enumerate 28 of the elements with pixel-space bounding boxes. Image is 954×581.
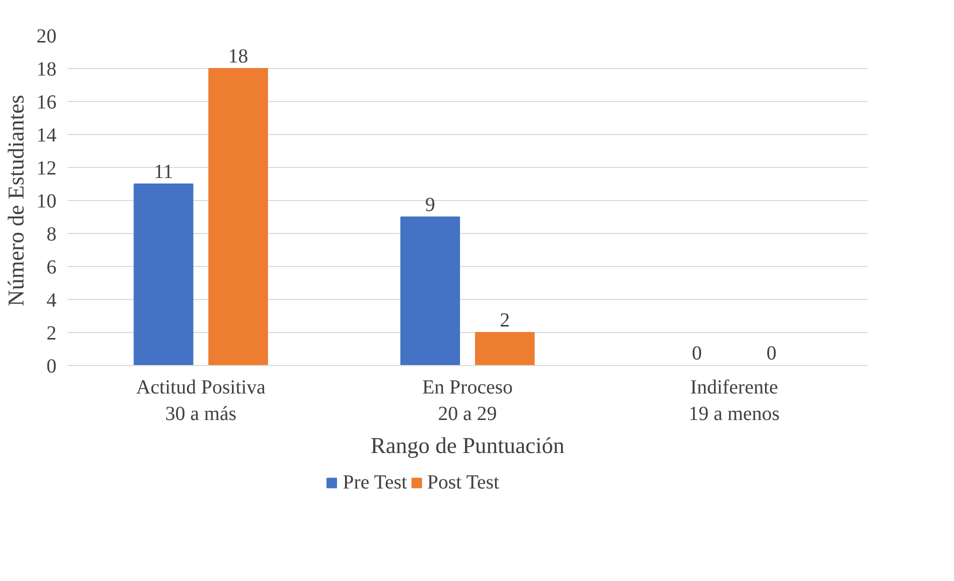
y-tick-label: 2 — [46, 322, 56, 344]
y-tick-label: 16 — [36, 92, 56, 114]
y-tick-label: 0 — [46, 356, 56, 378]
x-tick-label: Indiferente 19 a menos — [688, 376, 780, 425]
bar — [475, 332, 535, 366]
data-label: 9 — [425, 194, 436, 216]
y-tick-label: 10 — [36, 190, 56, 212]
x-axis-title: Rango de Puntuación — [370, 432, 564, 458]
legend-label: Pre Test — [342, 471, 408, 494]
data-label: 18 — [228, 46, 248, 68]
x-tick-label: Actitud Positiva 30 a más — [136, 376, 266, 425]
y-tick-label: 8 — [46, 224, 56, 246]
bar — [134, 184, 194, 366]
y-tick-label: 18 — [36, 58, 56, 80]
data-label: 11 — [154, 161, 174, 183]
data-label: 0 — [692, 342, 702, 364]
data-label: 2 — [500, 310, 510, 332]
x-tick-label: En Proceso 20 a 29 — [422, 376, 513, 425]
y-axis-title: Número de Estudiantes — [4, 94, 28, 306]
y-tick-label: 14 — [36, 124, 56, 146]
y-tick-label: 20 — [36, 26, 56, 48]
legend-label: Post Test — [427, 471, 500, 494]
bar — [208, 68, 268, 366]
y-tick-label: 6 — [46, 256, 56, 278]
bar — [400, 216, 460, 366]
y-tick-label: 12 — [36, 158, 56, 180]
y-tick-label: 4 — [46, 290, 56, 312]
data-label: 0 — [766, 342, 776, 364]
